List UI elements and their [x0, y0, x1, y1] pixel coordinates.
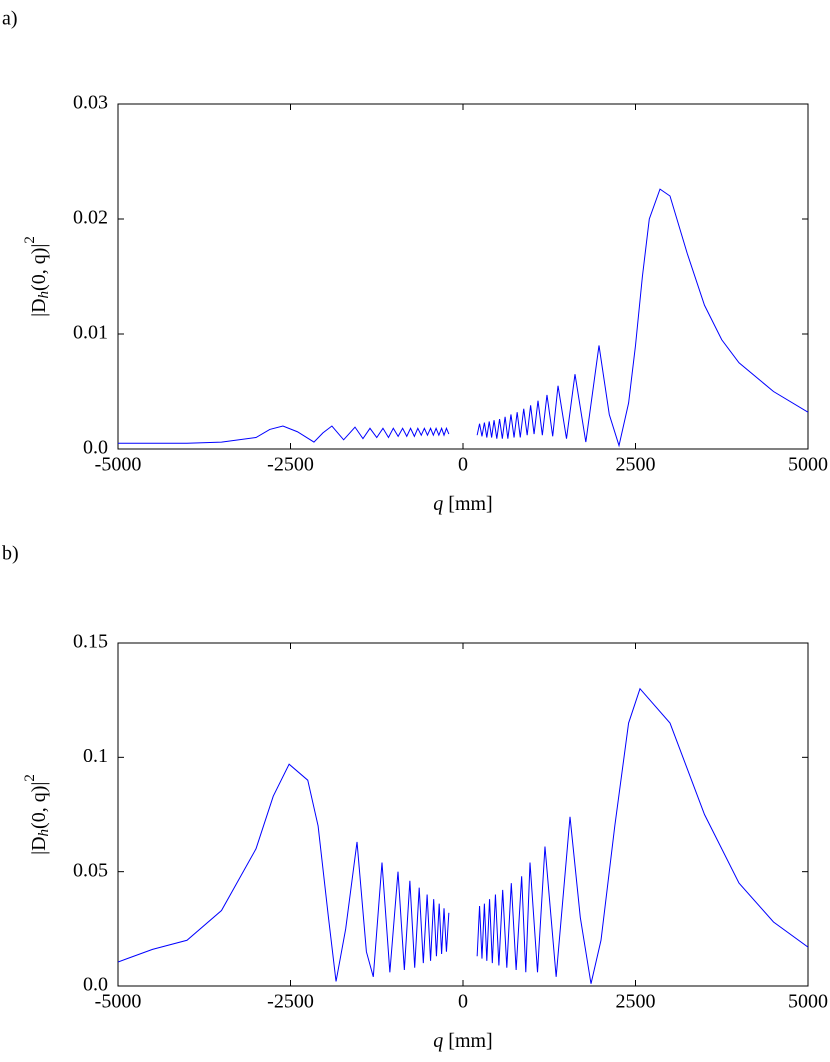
y-label-sup: 2 — [22, 774, 38, 782]
x-tick-label: 2500 — [616, 454, 656, 476]
y-label-sub: h — [36, 829, 52, 837]
y-tick-label: 0.0 — [83, 437, 108, 459]
x-axis-label: q [mm] — [433, 1030, 492, 1052]
y-tick-label: 0.1 — [83, 745, 108, 767]
x-tick-label: -2500 — [267, 991, 314, 1013]
x-label-unit: [mm] — [448, 493, 492, 515]
data-line — [118, 188, 808, 448]
x-tick-label: -5000 — [95, 454, 142, 476]
plot-area — [118, 687, 808, 984]
y-tick-label: 0.15 — [73, 631, 108, 653]
x-tick-label: 0 — [458, 991, 468, 1013]
y-label-main: |D — [28, 836, 50, 854]
y-tick-label: 0.02 — [73, 207, 108, 229]
x-tick-label: -2500 — [267, 454, 314, 476]
y-label-sup: 2 — [22, 236, 38, 244]
x-tick-label: 0 — [458, 454, 468, 476]
plot-frame — [117, 103, 809, 450]
y-tick-label: 0.03 — [73, 92, 108, 114]
x-label-var: q — [433, 1030, 443, 1052]
y-tick-label: 0.01 — [73, 322, 108, 344]
x-axis-label: q [mm] — [433, 493, 492, 515]
y-axis-label: |Dh(0, q)|2 — [22, 774, 52, 855]
panel: b) 0.0 0.05 0.1 0.15 -5000 -2500 0 2500 5000 q [mm… — [2, 543, 828, 1052]
x-tick-label: 2500 — [616, 991, 656, 1013]
y-label-sub: h — [36, 291, 52, 299]
x-tick-label: -5000 — [95, 991, 142, 1013]
x-label-unit: [mm] — [448, 1030, 492, 1052]
data-line — [118, 687, 808, 984]
y-label-main: |D — [28, 298, 50, 316]
panel: a) 0.0 0.01 0.02 0.03 -5000 -2500 0 2500 5000 q [m… — [2, 8, 828, 515]
x-label-var: q — [433, 493, 443, 515]
y-tick-label: 0.05 — [73, 859, 108, 881]
x-tick-label: 5000 — [788, 991, 828, 1013]
y-label-rest: (0, q)| — [28, 782, 50, 829]
y-axis-label: |Dh(0, q)|2 — [22, 236, 52, 317]
panel-label: a) — [2, 8, 18, 30]
panel-label: b) — [2, 543, 19, 565]
x-tick-label: 5000 — [788, 454, 828, 476]
plot-area — [118, 188, 808, 448]
y-label-rest: (0, q)| — [28, 244, 50, 291]
y-tick-label: 0.0 — [83, 974, 108, 996]
